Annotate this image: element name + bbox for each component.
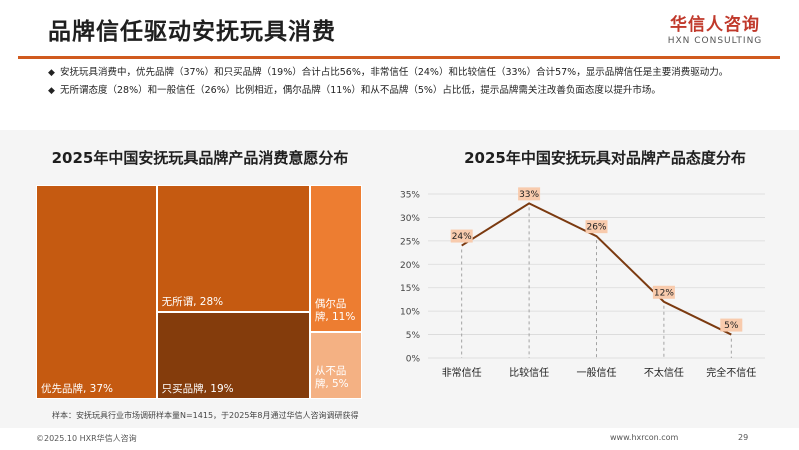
treemap-tile-indifferent: 无所谓, 28%	[156, 185, 310, 313]
treemap-chart: 优先品牌, 37% 无所谓, 28% 只买品牌, 19% 偶尔品牌, 11% 从不品牌,…	[36, 185, 362, 399]
y-tick-label: 20%	[400, 261, 420, 271]
page-title: 品牌信任驱动安抚玩具消费	[48, 19, 336, 45]
x-tick-label: 完全不信任	[706, 366, 756, 379]
line-chart: 0% 5% 10% 15% 20% 25% 30% 35% 非常信任 比较信任 一般信任 不太信任 完全…	[400, 187, 765, 379]
data-label-box	[652, 285, 675, 299]
data-label: 12%	[654, 288, 674, 298]
data-label-box	[720, 318, 743, 332]
data-label-box	[518, 187, 541, 201]
y-tick-label: 10%	[400, 308, 420, 318]
diamond-bullet-icon: ◆	[48, 86, 55, 96]
data-label-box	[585, 220, 608, 234]
diamond-bullet-icon: ◆	[48, 68, 55, 78]
data-label-box	[450, 229, 473, 243]
x-tick-label: 非常信任	[442, 366, 482, 379]
treemap-tile-occasional-brand: 偶尔品牌, 11%	[309, 185, 362, 333]
treemap-title: 2025年中国安抚玩具品牌产品消费意愿分布	[51, 149, 349, 167]
y-tick-label: 30%	[400, 214, 420, 224]
treemap-label: 偶尔品牌, 11%	[314, 298, 356, 324]
treemap-tile-brand-only: 只买品牌, 19%	[156, 312, 310, 399]
footer	[0, 428, 799, 450]
y-tick-label: 0%	[406, 355, 421, 365]
brand-logo: 华信人咨询 HXN CONSULTING	[640, 10, 790, 46]
copyright: ©2025.10 HXR华信人咨询	[36, 434, 137, 443]
title-underline	[18, 56, 780, 59]
brand-name-cn: 华信人咨询	[670, 15, 760, 35]
bullet-text: 安抚玩具消费中，优先品牌（37%）和只买品牌（19%）合计占比56%，非常信任（…	[60, 67, 729, 78]
x-tick-label: 比较信任	[509, 366, 549, 379]
treemap-tile-preferred-brand: 优先品牌, 37%	[36, 185, 157, 399]
treemap-label: 从不品牌, 5%	[314, 365, 349, 390]
treemap-tile-never-brand: 从不品牌, 5%	[309, 332, 362, 399]
series-line	[461, 202, 732, 336]
treemap-label: 只买品牌, 19%	[161, 382, 234, 395]
page-number: 29	[738, 433, 749, 442]
x-tick-label: 一般信任	[577, 366, 617, 379]
bullet-item: ◆ 无所谓态度（28%）和一般信任（26%）比例相近，偶尔品牌（11%）和从不品…	[48, 82, 768, 100]
data-label: 24%	[452, 232, 472, 242]
x-tick-label: 不太信任	[644, 366, 684, 379]
y-tick-label: 15%	[400, 284, 420, 294]
website-link[interactable]: www.hxrcon.com	[610, 433, 679, 442]
treemap-label: 优先品牌, 37%	[41, 383, 114, 395]
data-label: 5%	[724, 321, 739, 331]
bullet-text: 无所谓态度（28%）和一般信任（26%）比例相近，偶尔品牌（11%）和从不品牌（…	[60, 85, 661, 96]
data-label: 26%	[586, 223, 606, 233]
treemap-label: 无所谓, 28%	[161, 296, 224, 309]
data-label: 33%	[519, 190, 539, 200]
y-tick-label: 5%	[406, 331, 421, 341]
line-chart-title: 2025年中国安抚玩具对品牌产品态度分布	[464, 149, 746, 167]
sample-note: 样本：安抚玩具行业市场调研样本量N=1415，于2025年8月通过华信人咨询调研…	[52, 411, 359, 420]
summary-bullets: ◆ 安抚玩具消费中，优先品牌（37%）和只买品牌（19%）合计占比56%，非常信…	[48, 64, 768, 100]
y-tick-label: 35%	[400, 191, 420, 201]
y-tick-label: 25%	[400, 237, 420, 247]
bullet-item: ◆ 安抚玩具消费中，优先品牌（37%）和只买品牌（19%）合计占比56%，非常信…	[48, 64, 768, 82]
brand-name-en: HXN CONSULTING	[667, 36, 763, 46]
